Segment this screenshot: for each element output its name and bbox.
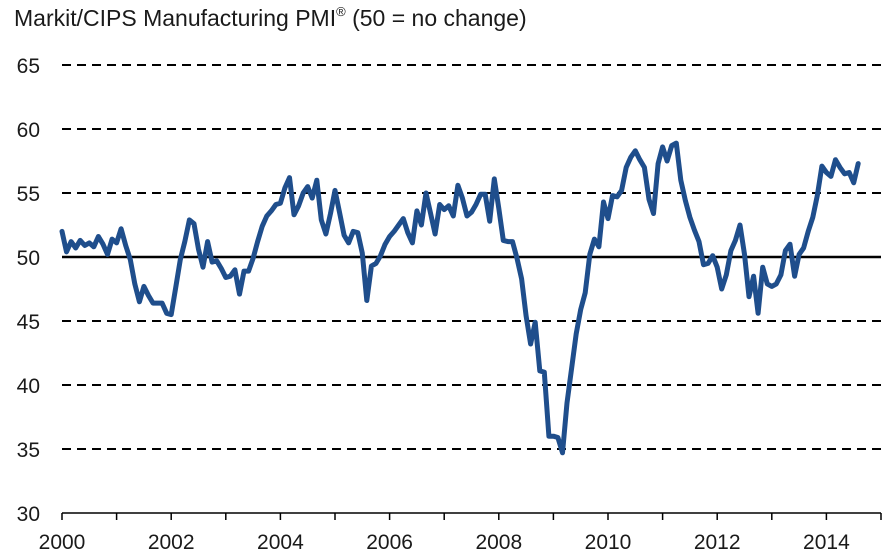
x-tick-label: 2010: [585, 531, 632, 554]
x-tick-label: 2004: [257, 531, 304, 554]
y-tick-label: 45: [17, 311, 40, 334]
x-tick-label: 2002: [148, 531, 195, 554]
x-tick-label: 2008: [475, 531, 522, 554]
x-tick-label: 2014: [803, 531, 850, 554]
y-tick-label: 50: [17, 247, 40, 270]
y-tick-label: 65: [17, 55, 40, 78]
x-axis-ticks: 2000 2002 2004 2006 2008 2010 2012 2014: [39, 531, 850, 554]
chart-title-text: Markit/CIPS Manufacturing PMI: [14, 5, 337, 31]
chart-title: Markit/CIPS Manufacturing PMI® (50 = no …: [14, 4, 527, 32]
x-tick-label: 2006: [366, 531, 413, 554]
pmi-series-line: [59, 140, 861, 456]
x-axis: [61, 512, 882, 520]
y-tick-label: 40: [17, 375, 40, 398]
y-tick-label: 30: [17, 503, 40, 526]
x-tick-label: 2000: [39, 531, 86, 554]
y-tick-label: 35: [17, 439, 40, 462]
x-tick-label: 2012: [694, 531, 741, 554]
registered-mark: ®: [336, 4, 346, 19]
y-axis-ticks: 65 60 55 50 45 40 35 30: [17, 55, 40, 526]
chart-title-suffix: (50 = no change): [345, 5, 527, 31]
y-tick-label: 55: [17, 183, 40, 206]
series-layer: [59, 140, 861, 456]
y-tick-label: 60: [17, 119, 40, 142]
gridlines: [62, 64, 881, 450]
